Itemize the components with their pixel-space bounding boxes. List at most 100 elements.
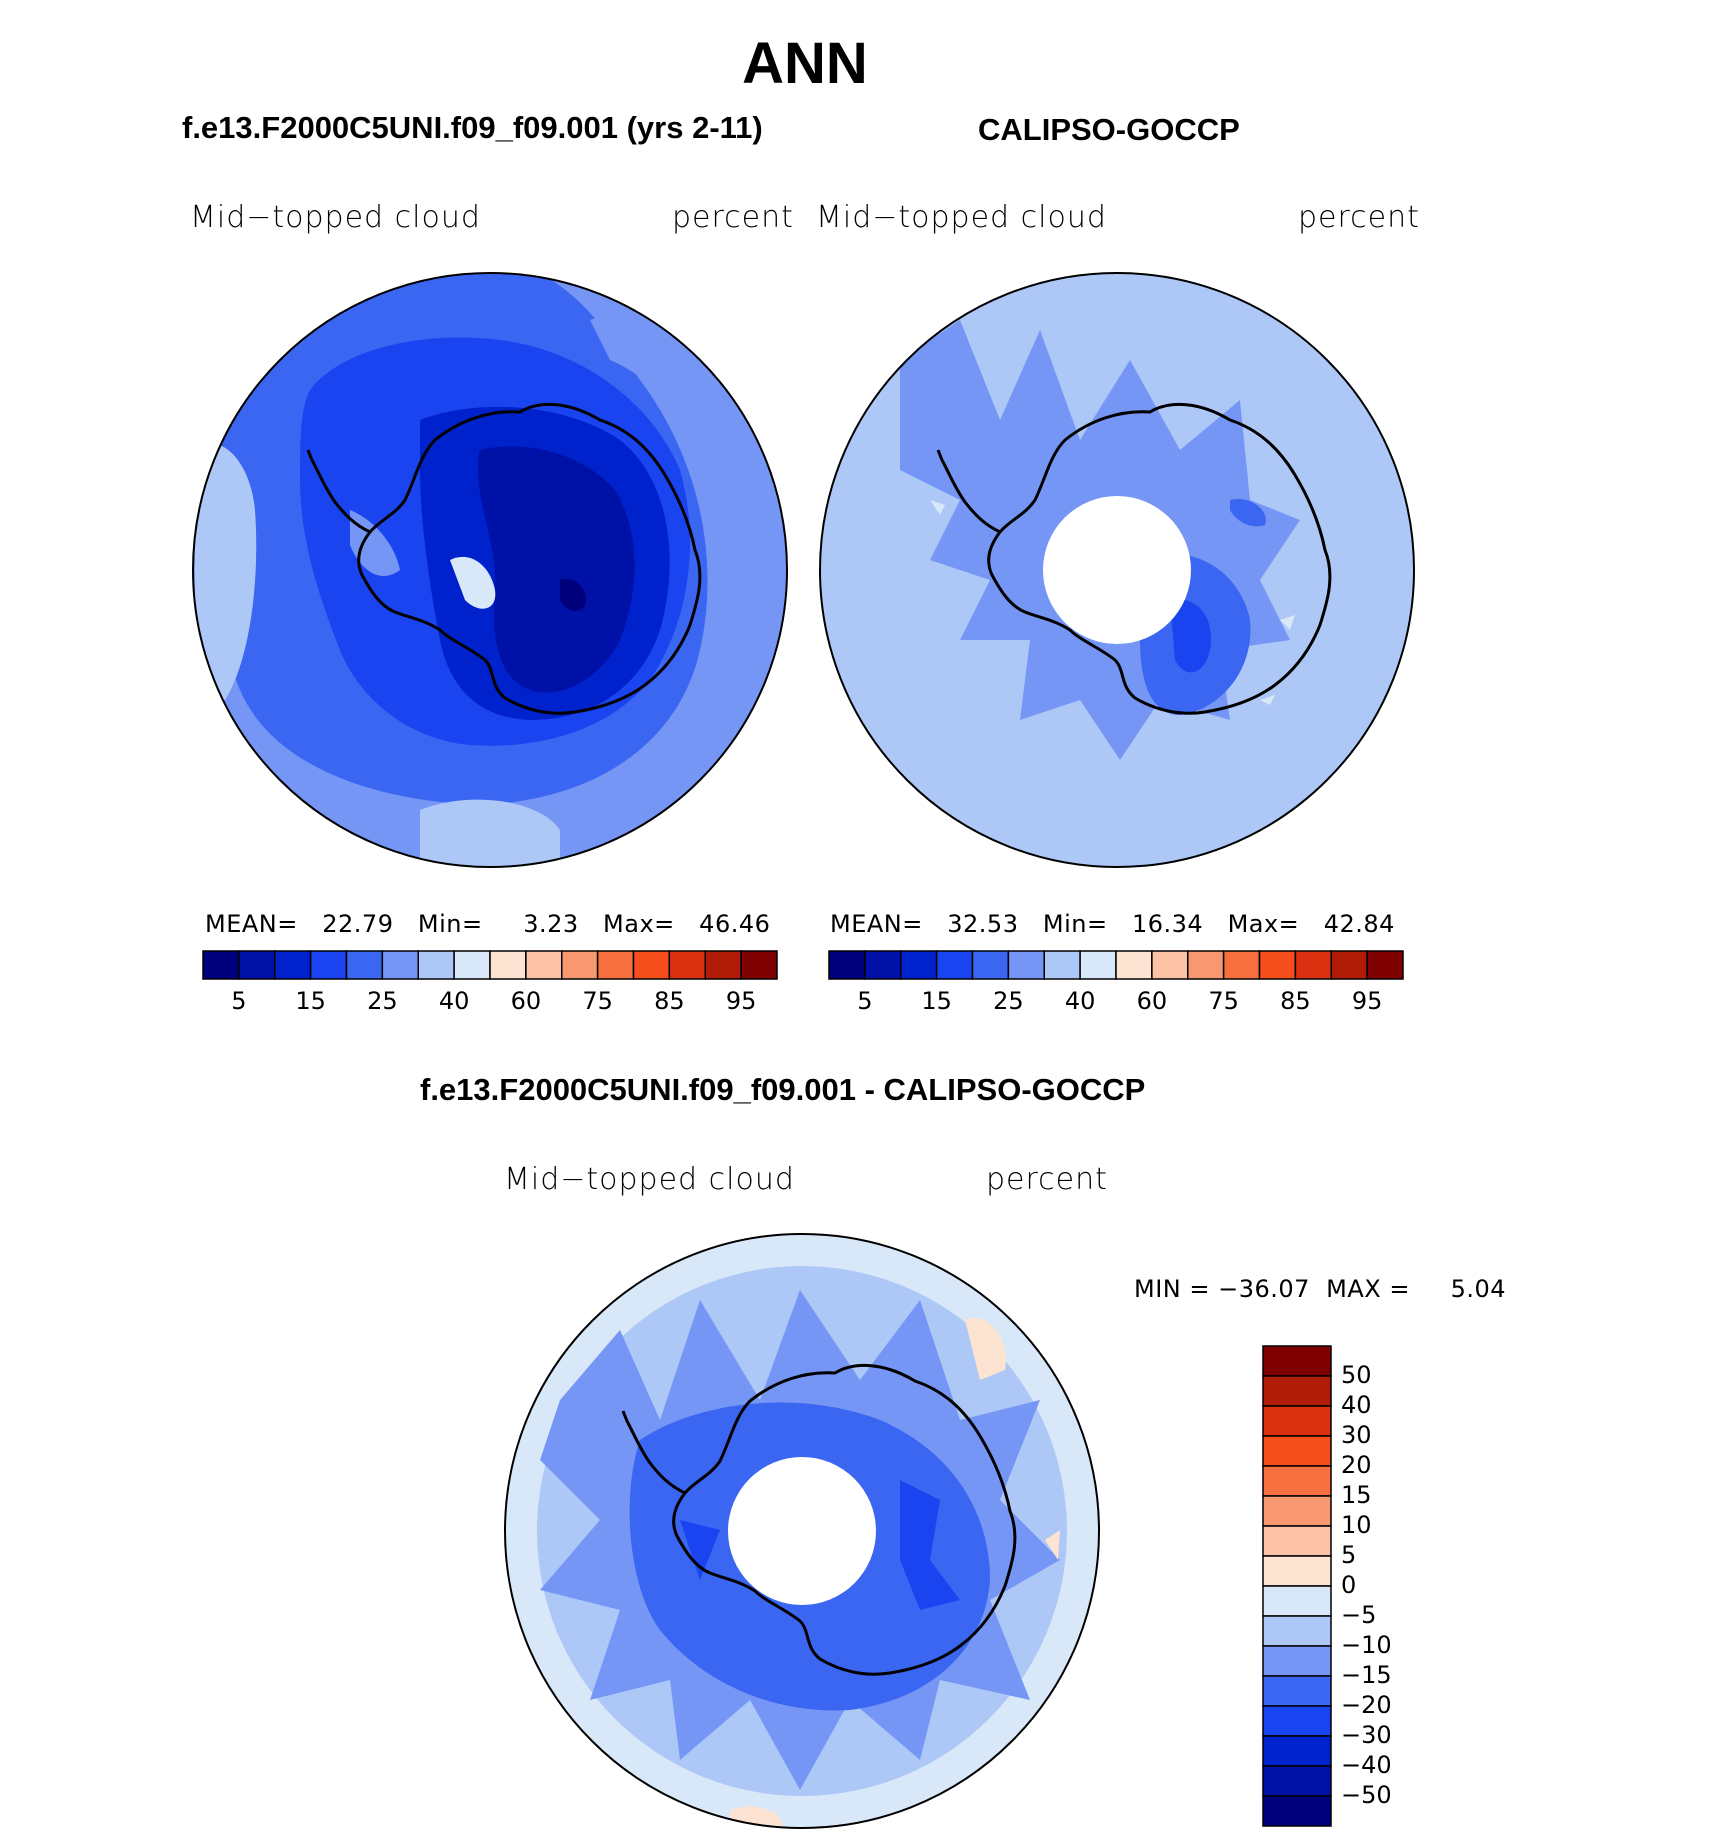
obs-map <box>819 272 1415 868</box>
model-min-value: 3.23 <box>523 910 579 938</box>
model-colorbar-tick-label: 40 <box>438 987 470 1015</box>
diff-colorbar <box>1262 1345 1332 1827</box>
page-title: ANN <box>742 31 868 96</box>
diff-colorbar-swatch <box>1262 1375 1332 1407</box>
model-colorbar-swatch <box>561 950 599 980</box>
obs-max-label: Max= <box>1227 910 1300 938</box>
obs-colorbar-tick-label: 85 <box>1280 987 1311 1015</box>
diff-colorbar-tick-label: 10 <box>1341 1511 1372 1539</box>
obs-colorbar-tick-label: 40 <box>1064 987 1096 1015</box>
obs-colorbar-swatch <box>864 950 902 980</box>
model-colorbar-swatch <box>381 950 419 980</box>
diff-map <box>504 1233 1100 1829</box>
diff-colorbar-tick-label: 30 <box>1341 1421 1372 1449</box>
model-colorbar-tick-label: 25 <box>367 987 398 1015</box>
model-colorbar-swatch <box>668 950 706 980</box>
model-mean-value: 22.79 <box>322 910 394 938</box>
diff-colorbar-tick-label: −20 <box>1341 1691 1392 1719</box>
model-colorbar-tick-label: 95 <box>725 987 757 1015</box>
obs-colorbar-swatch <box>900 950 938 980</box>
diff-colorbar-swatch <box>1262 1525 1332 1557</box>
diff-colorbar-swatch <box>1262 1465 1332 1497</box>
model-colorbar-tick-label: 15 <box>295 987 326 1015</box>
obs-min-value: 16.34 <box>1131 910 1204 938</box>
obs-colorbar <box>828 950 1404 980</box>
diff-colorbar-tick-label: 40 <box>1341 1391 1372 1419</box>
model-colorbar-swatch <box>453 950 491 980</box>
obs-colorbar-swatch <box>828 950 866 980</box>
obs-mean-value: 32.53 <box>947 910 1019 938</box>
diff-colorbar-tick-label: −15 <box>1341 1661 1392 1689</box>
model-colorbar-tick-label: 60 <box>510 987 542 1015</box>
diff-colorbar-tick-label: 0 <box>1341 1571 1357 1599</box>
diff-colorbar-swatch <box>1262 1585 1332 1617</box>
model-colorbar-tick-label: 5 <box>231 987 247 1015</box>
model-colorbar-swatch <box>489 950 527 980</box>
model-colorbar-tick-label: 75 <box>582 987 613 1015</box>
obs-colorbar-tick-label: 95 <box>1351 987 1383 1015</box>
obs-units-label: percent <box>1298 200 1420 235</box>
diff-colorbar-swatch <box>1262 1795 1332 1827</box>
diff-colorbar-tick-label: −40 <box>1341 1751 1392 1779</box>
model-units-label: percent <box>672 200 794 235</box>
model-colorbar-swatch <box>740 950 778 980</box>
model-min-label: Min= <box>417 910 483 938</box>
obs-colorbar-swatch <box>1007 950 1045 980</box>
diff-units-label: percent <box>986 1162 1108 1197</box>
obs-colorbar-tick-label: 25 <box>993 987 1024 1015</box>
model-colorbar-swatch <box>345 950 384 980</box>
diff-colorbar-swatch <box>1262 1615 1332 1647</box>
diff-colorbar-swatch <box>1262 1705 1332 1737</box>
obs-case-title: CALIPSO-GOCCP <box>978 112 1240 147</box>
model-case-title: f.e13.F2000C5UNI.f09_f09.001 (yrs 2-11) <box>182 110 763 145</box>
diff-colorbar-swatch <box>1262 1345 1332 1377</box>
model-colorbar-swatch <box>704 950 742 980</box>
model-map <box>192 272 788 868</box>
model-colorbar-swatch <box>309 950 348 980</box>
diff-colorbar-swatch <box>1262 1735 1332 1767</box>
model-max-value: 46.46 <box>699 910 771 938</box>
diff-colorbar-tick-label: −10 <box>1341 1631 1392 1659</box>
obs-colorbar-swatch <box>1187 950 1225 980</box>
model-stats: MEAN= 22.79 Min= 3.23 Max= 46.46 <box>205 910 770 938</box>
diff-colorbar-tick-label: 5 <box>1341 1541 1357 1569</box>
diff-colorbar-swatch <box>1262 1765 1332 1797</box>
model-mean-label: MEAN= <box>205 910 298 938</box>
obs-stats: MEAN= 32.53 Min= 16.34 Max= 42.84 <box>830 910 1395 938</box>
obs-colorbar-tick-label: 5 <box>857 987 873 1015</box>
obs-min-label: Min= <box>1042 910 1108 938</box>
obs-colorbar-swatch <box>1043 950 1081 980</box>
obs-colorbar-swatch <box>935 950 974 980</box>
model-variable-label: Mid−topped cloud <box>190 200 481 235</box>
diff-colorbar-tick-label: −5 <box>1341 1601 1377 1629</box>
obs-colorbar-swatch <box>1294 950 1332 980</box>
obs-colorbar-swatch <box>1330 950 1368 980</box>
obs-colorbar-swatch <box>1151 950 1189 980</box>
diff-colorbar-swatch <box>1262 1645 1332 1677</box>
model-max-label: Max= <box>603 910 675 938</box>
diff-colorbar-swatch <box>1262 1435 1332 1467</box>
diff-title: f.e13.F2000C5UNI.f09_f09.001 - CALIPSO-G… <box>420 1072 1146 1107</box>
obs-colorbar-swatch <box>1222 950 1261 980</box>
obs-colorbar-swatch <box>1079 950 1117 980</box>
model-colorbar-swatch <box>525 950 563 980</box>
model-colorbar <box>202 950 778 980</box>
diff-colorbar-swatch <box>1262 1405 1332 1437</box>
diff-colorbar-tick-label: 50 <box>1341 1361 1372 1389</box>
obs-mean-label: MEAN= <box>830 910 923 938</box>
obs-colorbar-tick-label: 60 <box>1136 987 1168 1015</box>
obs-colorbar-swatch <box>1258 950 1297 980</box>
model-colorbar-tick-label: 85 <box>654 987 685 1015</box>
obs-colorbar-swatch <box>1366 950 1404 980</box>
obs-colorbar-swatch <box>1115 950 1153 980</box>
model-colorbar-swatch <box>202 950 240 980</box>
model-colorbar-swatch <box>596 950 635 980</box>
obs-colorbar-tick-label: 75 <box>1208 987 1239 1015</box>
model-colorbar-swatch <box>238 950 276 980</box>
model-colorbar-swatch <box>417 950 455 980</box>
model-colorbar-swatch <box>274 950 312 980</box>
obs-variable-label: Mid−topped cloud <box>816 200 1107 235</box>
diff-colorbar-swatch <box>1262 1555 1332 1587</box>
diff-variable-label: Mid−topped cloud <box>504 1162 795 1197</box>
